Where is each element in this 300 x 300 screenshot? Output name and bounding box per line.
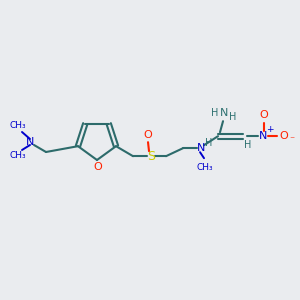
- Text: O: O: [260, 110, 268, 120]
- Text: O: O: [94, 162, 102, 172]
- Text: CH₃: CH₃: [10, 122, 26, 130]
- Text: H: H: [205, 138, 213, 148]
- Text: O: O: [280, 131, 288, 141]
- Text: H: H: [211, 108, 219, 118]
- Text: N: N: [220, 108, 228, 118]
- Text: O: O: [144, 130, 152, 140]
- Text: ⁻: ⁻: [290, 135, 295, 145]
- Text: H: H: [229, 112, 237, 122]
- Text: CH₃: CH₃: [10, 152, 26, 160]
- Text: N: N: [26, 137, 34, 147]
- Text: S: S: [147, 150, 155, 163]
- Text: N: N: [197, 143, 205, 153]
- Text: H: H: [244, 140, 252, 150]
- Text: CH₃: CH₃: [197, 163, 213, 172]
- Text: N: N: [259, 131, 267, 141]
- Text: +: +: [266, 125, 274, 134]
